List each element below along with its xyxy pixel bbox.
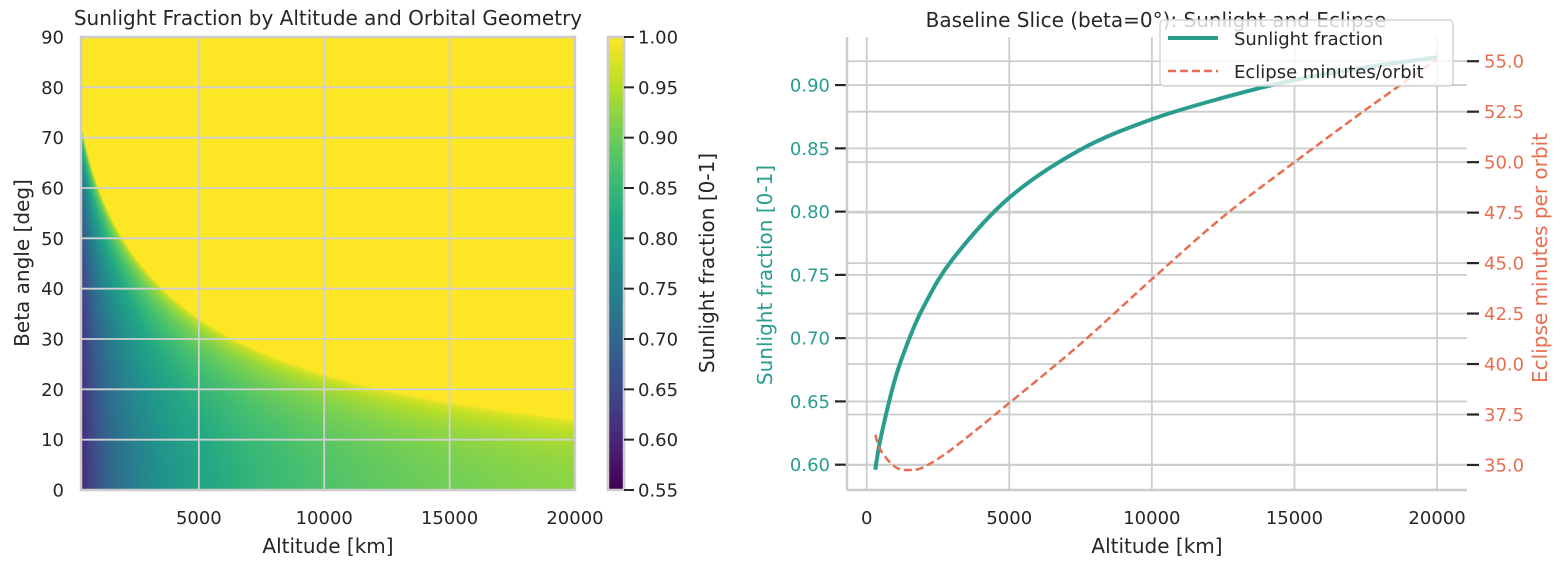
slice-y-tick-label-left: 0.70 — [790, 329, 830, 350]
slice-grid — [847, 37, 1467, 490]
colorbar-tick-label: 0.80 — [638, 229, 678, 250]
heatmap-y-tick-label: 90 — [41, 28, 64, 49]
slice-x-tick-label: 20000 — [1408, 508, 1465, 529]
slice-y-tick-label-right: 37.5 — [1484, 405, 1524, 426]
heatmap-axes: Sunlight Fraction by Altitude and Orbita… — [10, 6, 719, 558]
colorbar-tick-label: 0.90 — [638, 128, 678, 149]
heatmap-y-tick-label: 80 — [41, 78, 64, 99]
colorbar-tick-label: 0.60 — [638, 430, 678, 451]
slice-x-tick-label: 10000 — [1123, 508, 1180, 529]
slice-x-tick-label: 5000 — [986, 508, 1032, 529]
heatmap-x-tick-label: 20000 — [546, 508, 603, 529]
heatmap-y-tick-label: 0 — [53, 481, 64, 502]
slice-y-tick-label-left: 0.65 — [790, 392, 830, 413]
heatmap-y-tick-label: 70 — [41, 128, 64, 149]
heatmap-y-tick-label: 40 — [41, 279, 64, 300]
heatmap-x-tick-label: 5000 — [176, 508, 222, 529]
heatmap-y-tick-label: 50 — [41, 229, 64, 250]
legend: Sunlight fraction Eclipse minutes/orbit — [1159, 19, 1454, 87]
slice-y-tick-label-right: 52.5 — [1484, 102, 1524, 123]
heatmap-x-tick-label: 15000 — [421, 508, 478, 529]
slice-x-tick-label: 15000 — [1266, 508, 1323, 529]
heatmap-image — [81, 37, 575, 490]
slice-y-tick-label-left: 0.60 — [790, 455, 830, 476]
slice-y-tick-label-left: 0.80 — [790, 202, 830, 223]
colorbar-gradient — [608, 37, 624, 490]
eclipse-minutes-line — [874, 58, 1438, 472]
legend-label: Eclipse minutes/orbit — [1234, 62, 1424, 83]
slice-y-tick-label-left: 0.90 — [790, 76, 830, 97]
heatmap-title: Sunlight Fraction by Altitude and Orbita… — [74, 6, 582, 30]
colorbar-tick-label: 1.00 — [638, 28, 678, 49]
slice-y-tick-label-left: 0.75 — [790, 265, 830, 286]
heatmap-y-tick-label: 30 — [41, 330, 64, 351]
slice-axes: Baseline Slice (beta=0°): Sunlight and E… — [753, 8, 1552, 558]
heatmap-y-tick-label: 20 — [41, 380, 64, 401]
slice-y-tick-label-right: 55.0 — [1484, 52, 1524, 73]
colorbar-tick-label: 0.70 — [638, 330, 678, 351]
colorbar-tick-label: 0.85 — [638, 179, 678, 200]
slice-y-label-left: Sunlight fraction [0-1] — [753, 165, 777, 385]
colorbar-tick-label: 0.75 — [638, 279, 678, 300]
slice-x-tick-label: 0 — [861, 508, 872, 529]
colorbar-tick-label: 0.55 — [638, 481, 678, 502]
heatmap-x-tick-label: 10000 — [296, 508, 353, 529]
legend-box — [1159, 19, 1454, 87]
colorbar-label: Sunlight fraction [0-1] — [695, 153, 719, 373]
heatmap-y-tick-label: 60 — [41, 179, 64, 200]
slice-y-tick-label-right: 35.0 — [1484, 455, 1524, 476]
slice-y-tick-label-right: 47.5 — [1484, 203, 1524, 224]
slice-y-tick-label-right: 40.0 — [1484, 355, 1524, 376]
legend-label: Sunlight fraction — [1234, 29, 1383, 50]
heatmap-x-label: Altitude [km] — [262, 534, 393, 558]
slice-y-label-right: Eclipse minutes per orbit — [1528, 133, 1552, 383]
slice-y-tick-label-right: 42.5 — [1484, 304, 1524, 325]
heatmap-y-tick-label: 10 — [41, 430, 64, 451]
heatmap-y-label: Beta angle [deg] — [10, 179, 34, 347]
colorbar-tick-label: 0.95 — [638, 78, 678, 99]
heatmap-frame — [79, 35, 577, 492]
slice-x-label: Altitude [km] — [1091, 534, 1222, 558]
slice-y-tick-label-right: 50.0 — [1484, 153, 1524, 174]
slice-y-tick-label-right: 45.0 — [1484, 254, 1524, 275]
slice-y-tick-label-left: 0.85 — [790, 139, 830, 160]
colorbar-tick-label: 0.65 — [638, 380, 678, 401]
colorbar-frame — [606, 35, 626, 492]
